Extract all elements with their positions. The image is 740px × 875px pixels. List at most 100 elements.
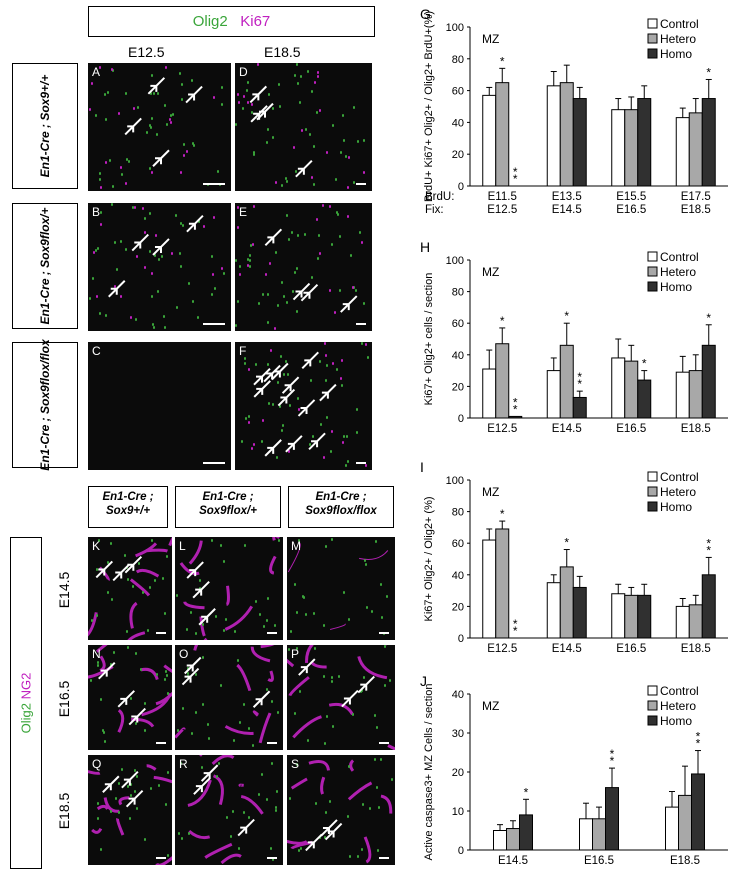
cell-dot [276, 304, 279, 308]
cell-dot [118, 811, 121, 815]
arrow-icon [277, 388, 296, 407]
cell-dot [248, 259, 251, 263]
cell-dot [276, 789, 279, 793]
significance-marker: * [577, 370, 582, 384]
cell-dot [328, 204, 331, 208]
cell-dot [279, 104, 282, 108]
cell-dot [151, 322, 154, 326]
cell-dot [265, 273, 268, 277]
ng2-fiber [88, 612, 98, 637]
ng2-fiber [269, 555, 277, 575]
cell-dot [109, 663, 112, 667]
cell-dot [346, 434, 349, 438]
cell-dot [276, 381, 279, 385]
cell-dot [163, 315, 166, 319]
cell-dot [113, 651, 116, 655]
cell-dot [274, 326, 277, 330]
x-tick-label: E18.5 [670, 855, 700, 867]
region-label: MZ [482, 699, 499, 713]
cell-dot [285, 177, 288, 181]
col-header-line1: En1-Cre ; [102, 491, 154, 503]
panel-r: R [175, 755, 283, 865]
cell-dot [297, 408, 300, 412]
cell-dot [132, 107, 135, 111]
panel-l: L [175, 537, 283, 640]
arrow-icon [186, 214, 204, 233]
y-tick-label: 100 [446, 475, 464, 487]
x-tick-label: E14.5 [552, 423, 582, 435]
panel-letter: M [291, 539, 301, 553]
cell-dot [277, 82, 280, 86]
cell-dot [179, 222, 182, 226]
y-tick-label: 40 [452, 689, 464, 701]
arrow-overlay [95, 555, 143, 582]
cell-dot [251, 111, 254, 115]
ng2-fiber [305, 645, 314, 663]
cell-dot [120, 239, 122, 243]
olig2-label: Olig2 [192, 13, 228, 30]
cell-dot [237, 847, 240, 851]
cell-dot [323, 342, 326, 346]
stage-label-e165: E16.5 [48, 647, 80, 750]
cell-dot [325, 715, 328, 719]
significance-marker: * [706, 65, 711, 79]
cell-dot [237, 225, 240, 229]
cell-dot [212, 95, 215, 99]
cell-dot [150, 294, 153, 298]
bar [611, 109, 626, 187]
cell-dot [324, 353, 327, 357]
cell-dot [379, 583, 382, 587]
arrow-icon [108, 280, 126, 298]
ng2-fiber [220, 853, 242, 865]
cell-dot [357, 139, 360, 143]
cell-dot [130, 315, 133, 319]
cell-dot [171, 252, 174, 256]
cell-dot [112, 69, 115, 73]
cell-dot [120, 294, 123, 298]
ng2-fiber [212, 774, 224, 806]
legend-swatch [647, 33, 658, 44]
cell-dot [144, 701, 147, 705]
cell-dot [355, 431, 358, 435]
cell-dot [235, 123, 238, 127]
cell-dot [97, 538, 100, 542]
bar [675, 605, 690, 639]
x-tick-label: E17.5 [681, 191, 711, 203]
y-tick-label: 100 [446, 255, 464, 267]
cell-dot [219, 684, 222, 688]
y-tick-label: 80 [452, 287, 464, 299]
bar [546, 370, 561, 419]
ng2-fiber [287, 543, 301, 573]
cell-dot [167, 771, 170, 775]
y-tick-label: 30 [452, 728, 464, 740]
col-header-line2: Sox9+/+ [105, 505, 151, 517]
panel-p: P [287, 645, 395, 750]
x-tick-label: E18.5 [681, 423, 711, 435]
cell-dot [110, 541, 113, 545]
cell-dot [213, 216, 216, 219]
significance-marker: * [706, 311, 711, 325]
cell-dot [310, 176, 313, 180]
ng2-fiber [183, 601, 205, 610]
ng2-fiber [163, 664, 172, 674]
cell-dot [338, 288, 341, 292]
significance-marker: * [513, 165, 518, 179]
cell-dot [290, 230, 293, 234]
cell-dot [303, 596, 306, 600]
cell-dot [94, 114, 97, 118]
arrow-icon [152, 149, 170, 167]
ng2-processes [88, 764, 172, 865]
cell-dot [329, 450, 332, 454]
cell-dot [364, 558, 367, 562]
ng2-fiber [320, 776, 326, 795]
arrow-icon [271, 362, 289, 381]
col-header-line2: Sox9flox/+ [199, 505, 257, 517]
cell-dot [151, 271, 154, 275]
cell-dot [165, 673, 168, 677]
arrow-icon [256, 102, 274, 121]
cell-dot [312, 611, 315, 615]
cell-dot [263, 625, 266, 628]
cell-dot [178, 251, 181, 255]
cell-dot [107, 590, 110, 594]
bar [506, 828, 520, 851]
